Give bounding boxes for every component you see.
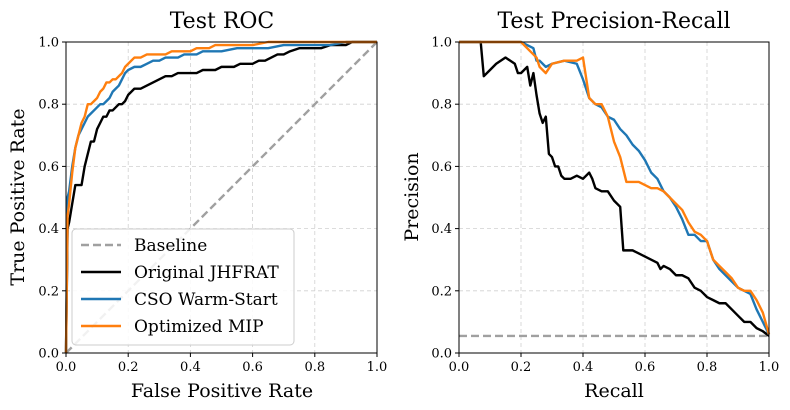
pr-chart-title: Test Precision-Recall <box>497 9 730 34</box>
roc-x-axis-label: False Positive Rate <box>131 380 313 402</box>
pr-y-tick-label-1: 0.2 <box>431 284 452 299</box>
roc-y-tick-label-4: 0.8 <box>38 98 59 113</box>
roc-legend: Baseline Original JHFRAT CSO Warm-Start … <box>71 228 295 346</box>
pr-y-tick-label-0: 0.0 <box>431 347 452 362</box>
pr-x-tick-label-2: 0.4 <box>573 360 594 375</box>
pr-tick-labels: 0.0 0.2 0.4 0.6 0.8 1.0 0.0 0.2 0.4 0.6 0.8 1.0 <box>431 36 779 376</box>
roc-x-tick-label-1: 0.2 <box>118 360 139 375</box>
roc-tick-labels: 0.0 0.2 0.4 0.6 0.8 1.0 0.0 0.2 0.4 0.6 0.8 1.0 <box>38 36 387 376</box>
roc-y-tick-label-3: 0.6 <box>38 160 59 175</box>
roc-y-tick-label-2: 0.4 <box>38 222 59 237</box>
roc-y-tick-label-1: 0.2 <box>38 284 59 299</box>
pr-x-tick-label-5: 1.0 <box>759 360 780 375</box>
roc-plot-frame <box>65 41 378 354</box>
pr-y-tick-label-3: 0.6 <box>431 160 452 175</box>
roc-x-tick-label-2: 0.4 <box>180 360 201 375</box>
pr-x-tick-label-4: 0.8 <box>697 360 718 375</box>
legend-label-cso-warm-start: CSO Warm-Start <box>134 290 278 310</box>
pr-x-tick-label-3: 0.6 <box>635 360 656 375</box>
pr-x-axis-label: Recall <box>584 380 644 402</box>
roc-x-tick-label-3: 0.6 <box>242 360 263 375</box>
roc-chart-title: Test ROC <box>170 9 275 34</box>
roc-y-tick-label-0: 0.0 <box>38 347 59 362</box>
pr-plot-frame <box>458 41 770 354</box>
pr-series-group <box>459 40 771 338</box>
legend-label-optimized-mip: Optimized MIP <box>134 317 264 337</box>
roc-y-axis-label: True Positive Rate <box>7 108 29 285</box>
pr-series-original-jhfrat <box>459 40 770 337</box>
roc-series-cso-warm-start <box>64 40 377 354</box>
pr-series-cso-warm-start <box>459 40 771 335</box>
roc-x-tick-label-4: 0.8 <box>304 360 325 375</box>
roc-x-tick-label-5: 1.0 <box>367 360 388 375</box>
pr-y-tick-label-5: 1.0 <box>431 36 452 51</box>
roc-series-original-jhfrat <box>64 40 377 354</box>
pr-gridlines <box>458 41 770 354</box>
roc-y-tick-label-5: 1.0 <box>38 36 59 51</box>
pr-x-tick-label-1: 0.2 <box>511 360 532 375</box>
pr-y-axis-label: Precision <box>401 152 423 241</box>
roc-chart-panel: Test ROC False Positive Rate True Positi… <box>7 9 387 402</box>
roc-series-optimized-mip <box>64 40 377 354</box>
pr-y-tick-label-2: 0.4 <box>431 222 452 237</box>
legend-box <box>71 228 295 346</box>
legend-label-baseline: Baseline <box>134 236 207 256</box>
roc-x-tick-label-0: 0.0 <box>56 360 77 375</box>
pr-y-tick-label-4: 0.8 <box>431 98 452 113</box>
pr-chart-panel: Test Precision-Recall Recall Precision 0… <box>401 9 779 402</box>
pr-x-tick-label-0: 0.0 <box>449 360 470 375</box>
legend-label-original-jhfrat: Original JHFRAT <box>134 263 279 283</box>
pr-series-optimized-mip <box>459 40 771 335</box>
